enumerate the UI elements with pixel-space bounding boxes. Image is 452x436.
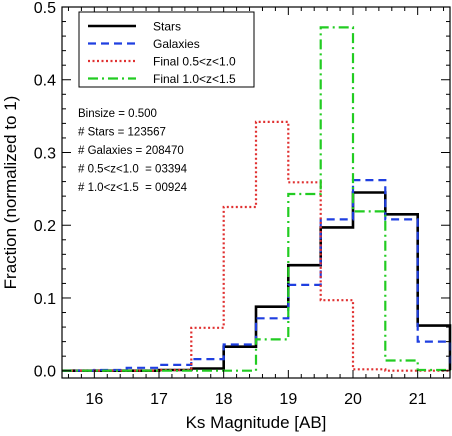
legend: Stars Galaxies Final 0.5<z<1.0 Final 1.0<z<… [78,11,255,88]
x-tick-label: 16 [85,391,103,408]
y-tick-label: 0.4 [34,73,56,90]
x-axis-label: Ks Magnitude [AB] [186,413,327,432]
y-axis-label: Fraction (normalized to 1) [1,96,20,290]
annotation-line: # 0.5<z<1.0 = 03394 [78,164,188,176]
plot-frame [61,6,451,379]
legend-label-galaxies: Galaxies [153,37,200,51]
series-line-final-1-0-z-1-5 [62,26,452,372]
annotation-line: # Stars = 123567 [78,127,166,139]
series-line-final-0-5-z-1-0 [62,120,450,372]
y-tick-label: 0.5 [34,0,56,17]
annotation-line: Binsize = 0.500 [78,108,157,120]
annotation-line: # Galaxies = 208470 [78,145,184,157]
x-tick-label: 17 [150,391,168,408]
tick-labels: 16 17 18 19 20 21 0.0 0.1 0.2 0.3 0.4 0.5 [34,0,427,408]
y-tick-label: 0.2 [34,218,56,235]
ticks-layer [62,6,450,378]
legend-label-final-1-0-z-1-5: Final 1.0<z<1.5 [153,72,236,86]
y-tick-label: 0.3 [34,145,56,162]
legend-label-stars: Stars [153,20,181,34]
series-line-galaxies [62,179,452,372]
x-tick-label: 21 [409,391,427,408]
y-tick-label: 0.1 [34,291,56,308]
annotation-block: Binsize = 0.500 # Stars = 123567 # Galaxie… [78,108,188,194]
annotation-line: # 1.0<z<1.5 = 00924 [78,182,188,194]
x-tick-label: 19 [279,391,297,408]
legend-label-final-0-5-z-1-0: Final 0.5<z<1.0 [153,55,236,69]
y-tick-label: 0.0 [34,364,56,381]
x-tick-label: 18 [215,391,233,408]
x-tick-label: 20 [344,391,362,408]
legend-box [78,11,255,88]
